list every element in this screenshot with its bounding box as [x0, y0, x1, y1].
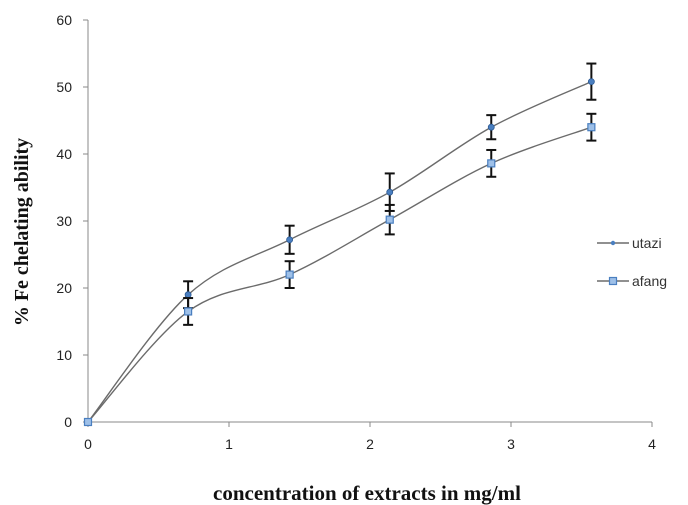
y-tick-label: 60: [56, 12, 72, 28]
data-point: [587, 78, 595, 86]
series-afang: [83, 112, 597, 427]
y-tick-label: 40: [56, 146, 72, 162]
legend-item-afang: afang: [597, 273, 667, 289]
data-point: [184, 291, 192, 299]
series-utazi: [84, 62, 597, 426]
legend-label: utazi: [632, 235, 662, 251]
data-point: [83, 417, 93, 427]
series-line-afang: [87, 126, 592, 423]
x-tick-label: 3: [507, 436, 515, 452]
data-point: [184, 307, 193, 316]
series-line-utazi: [87, 81, 592, 423]
x-tick-label: 1: [225, 436, 233, 452]
x-tick-label: 0: [84, 436, 92, 452]
series-layer: [83, 62, 597, 427]
legend-item-utazi: utazi: [597, 235, 662, 251]
data-point: [285, 270, 294, 279]
legend-label: afang: [632, 273, 667, 289]
legend-swatch-marker: [610, 240, 616, 246]
x-tick-label: 2: [366, 436, 374, 452]
y-tick-label: 0: [64, 414, 72, 430]
legend: utazi afang: [597, 235, 667, 289]
data-point: [286, 236, 294, 244]
y-tick-label: 30: [56, 213, 72, 229]
data-point: [386, 188, 394, 196]
data-point: [587, 123, 596, 132]
y-tick-label: 50: [56, 79, 72, 95]
y-axis-title: % Fe chelating ability: [11, 138, 33, 326]
data-point: [385, 215, 394, 224]
x-axis-title: concentration of extracts in mg/ml: [213, 481, 521, 505]
x-tick-label: 4: [648, 436, 656, 452]
data-point: [487, 123, 495, 131]
y-tick-label: 20: [56, 280, 72, 296]
y-tick-label: 10: [56, 347, 72, 363]
legend-swatch-marker: [608, 276, 618, 286]
axes: 0 10 20 30 40 50 60 0 1 2 3 4: [56, 12, 656, 452]
data-point: [487, 159, 496, 168]
